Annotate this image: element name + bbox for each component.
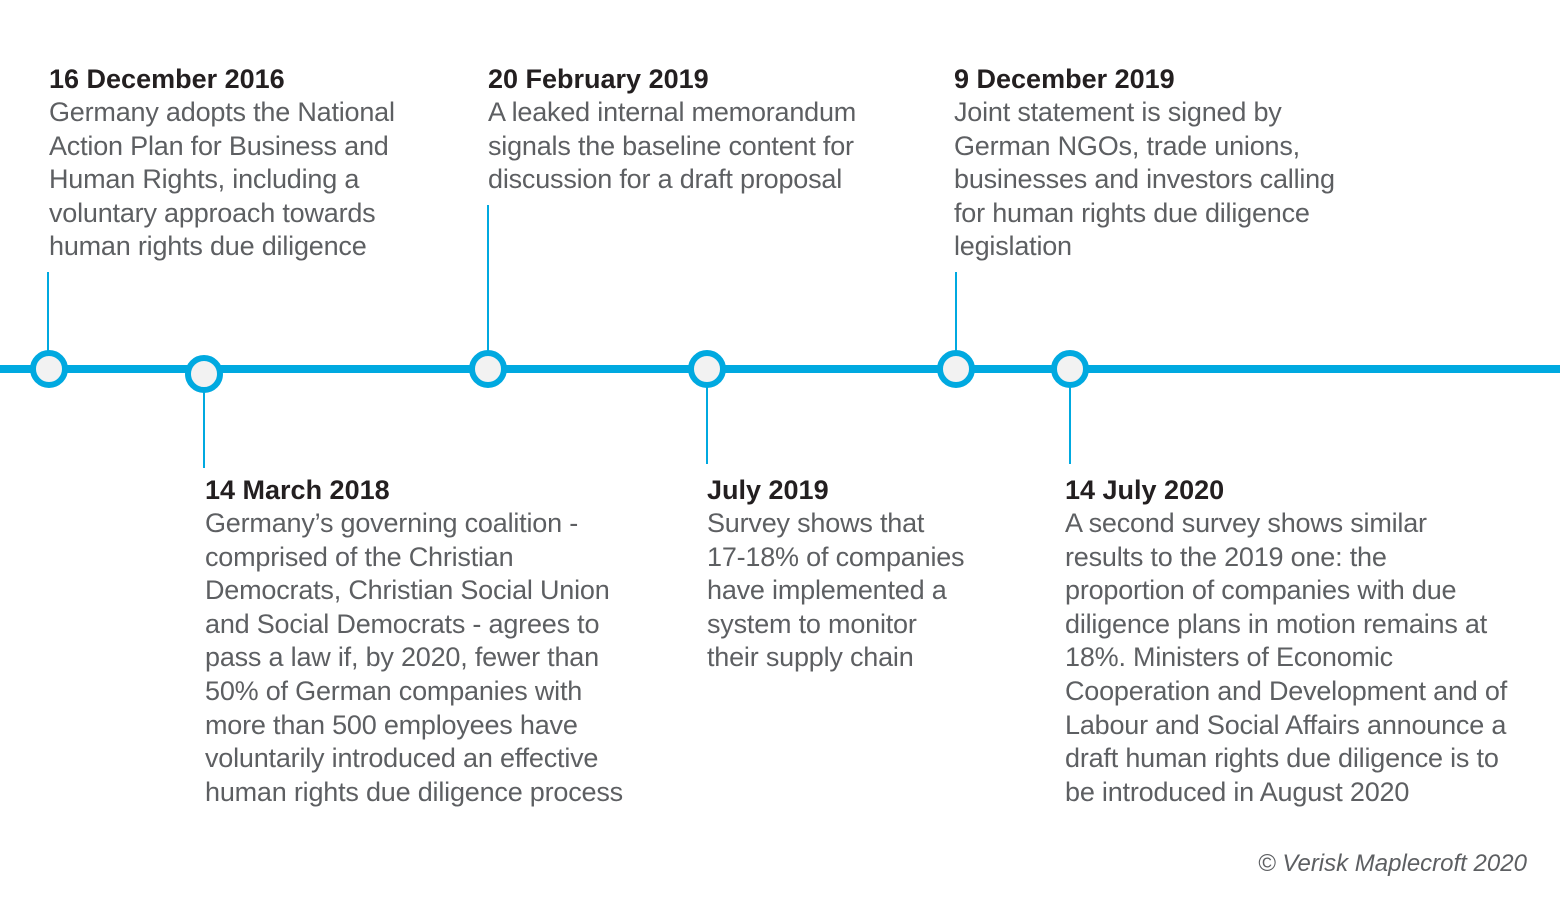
description-line: 17-18% of companies [707,541,965,572]
timeline-axis [0,365,1560,373]
connector-event-5 [955,272,957,352]
description-line: comprised of the Christian [205,541,514,572]
connector-event-6 [1069,386,1071,464]
event-date: 14 July 2020 [1065,475,1225,505]
description-line: diligence plans in motion remains at [1065,608,1488,639]
description-line: system to monitor [707,608,917,639]
event-date: 20 February 2019 [488,64,709,94]
description-line: human rights due diligence [49,231,367,262]
connector-event-1 [47,272,49,352]
description-line: voluntarily introduced an effective [205,743,599,774]
connector-event-3 [487,205,489,352]
connector-event-4 [706,386,708,464]
event-card-1: 16 December 2016 Germany adopts the Nati… [49,62,395,264]
description-line: Joint statement is signed by [954,97,1282,127]
description-line: German NGOs, trade unions, [954,130,1300,161]
description-line: results to the 2019 one: the [1065,541,1387,572]
event-date: 14 March 2018 [205,475,390,505]
event-description: Survey shows that 17-18% of companies ha… [707,507,965,675]
description-line: Germany’s governing coalition - [205,508,578,538]
timeline-node-2 [185,355,223,393]
connector-event-2 [203,390,205,468]
description-line: their supply chain [707,642,914,673]
copyright-notice: © Verisk Maplecroft 2020 [1258,850,1527,877]
event-description: A leaked internal memorandum signals the… [488,96,856,197]
description-line: Germany adopts the National [49,97,395,127]
event-card-4: July 2019 Survey shows that 17-18% of co… [707,473,965,675]
description-line: Action Plan for Business and [49,130,389,161]
description-line: 50% of German companies with [205,675,583,706]
description-line: businesses and investors calling [954,164,1335,195]
description-line: pass a law if, by 2020, fewer than [205,642,599,673]
description-line: signals the baseline content for [488,130,854,161]
description-line: A second survey shows similar [1065,508,1427,538]
description-line: voluntary approach towards [49,197,376,228]
description-line: A leaked internal memorandum [488,97,857,127]
description-line: for human rights due diligence [954,197,1310,228]
event-description: Germany adopts the National Action Plan … [49,96,395,264]
event-date: 9 December 2019 [954,64,1175,94]
timeline-node-6 [1051,350,1089,388]
event-card-3: 20 February 2019 A leaked internal memor… [488,62,856,197]
description-line: draft human rights due diligence is to [1065,743,1499,774]
description-line: Labour and Social Affairs announce a [1065,709,1507,740]
event-description: Germany’s governing coalition - comprise… [205,507,623,809]
description-line: Survey shows that [707,508,925,538]
description-line: Democrats, Christian Social Union [205,575,610,606]
description-line: 18%. Ministers of Economic [1065,642,1393,673]
description-line: Cooperation and Development and of [1065,675,1508,706]
description-line: human rights due diligence process [205,776,623,807]
description-line: more than 500 employees have [205,709,578,740]
description-line: discussion for a draft proposal [488,164,842,195]
event-description: Joint statement is signed by German NGOs… [954,96,1335,264]
event-card-5: 9 December 2019 Joint statement is signe… [954,62,1335,264]
description-line: legislation [954,231,1072,262]
timeline-node-4 [688,350,726,388]
description-line: have implemented a [707,575,947,606]
event-card-2: 14 March 2018 Germany’s governing coalit… [205,473,623,809]
event-description: A second survey shows similar results to… [1065,507,1507,809]
description-line: be introduced in August 2020 [1065,776,1410,807]
description-line: and Social Democrats - agrees to [205,608,600,639]
event-card-6: 14 July 2020 A second survey shows simil… [1065,473,1507,809]
event-date: 16 December 2016 [49,64,285,94]
timeline-node-1 [30,350,68,388]
timeline-node-3 [469,350,507,388]
description-line: proportion of companies with due [1065,575,1457,606]
description-line: Human Rights, including a [49,164,360,195]
timeline-node-5 [937,350,975,388]
event-date: July 2019 [707,475,829,505]
